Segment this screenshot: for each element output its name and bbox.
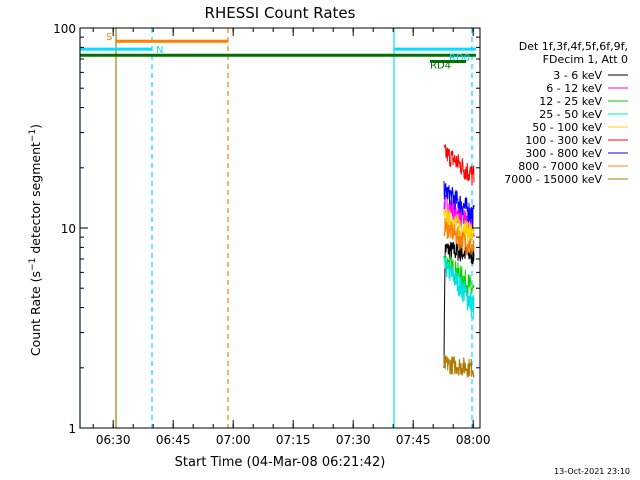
plot-axes: 06:30 06:45 07:00 07:15 07:30 07:45 08:00 1 10 10…: [53, 22, 490, 447]
legend-label-5: 100 - 300 keV: [525, 134, 602, 147]
y-tick-label-0: 1: [68, 422, 76, 436]
chart-title: RHESSI Count Rates: [205, 4, 356, 22]
series-line-5: [443, 144, 475, 186]
y-axis-label-exp2: −1: [28, 129, 38, 142]
legend-label-0: 3 - 6 keV: [553, 69, 602, 82]
series-line-8: [443, 354, 475, 378]
svg-text:Count Rate (s−1 detector segme: Count Rate (s−1 detector segment−1): [28, 124, 43, 356]
y-tick-label-2: 100: [53, 22, 76, 36]
plot-frame: [79, 27, 481, 429]
series-line-6: [443, 180, 475, 228]
legend-label-7: 800 - 7000 keV: [518, 160, 602, 173]
x-tick-label-3: 07:15: [276, 433, 311, 447]
y-axis-label-exp: −1: [28, 258, 38, 271]
y-tick-label-1: 10: [61, 222, 76, 236]
legend-label-3: 25 - 50 keV: [539, 108, 602, 121]
y-axis-label-suffix: detector segment: [28, 142, 43, 258]
data-series: [443, 144, 475, 378]
y-axis-label-close: ): [28, 124, 43, 129]
series-line-4: [443, 209, 475, 243]
y-axis-label: Count Rate (s−1 detector segment−1): [28, 124, 43, 356]
x-tick-label-5: 07:45: [396, 433, 431, 447]
state-bar-label-n: N: [156, 45, 163, 56]
x-axis-label: Start Time (04-Mar-08 06:21:42): [175, 455, 386, 470]
legend-label-8: 7000 - 15000 keV: [504, 173, 602, 186]
legend-header-decimation: FDecim 1, Att 0: [543, 53, 628, 66]
x-tick-label-2: 07:00: [216, 433, 251, 447]
legend-label-2: 12 - 25 keV: [539, 95, 602, 108]
series-line-7: [443, 218, 475, 256]
state-bar-label-rd0: RD0: [449, 53, 470, 64]
legend-label-1: 6 - 12 keV: [546, 82, 602, 95]
legend-label-4: 50 - 100 keV: [532, 121, 602, 134]
legend-header-detectors: Det 1f,3f,4f,5f,6f,9f,: [519, 40, 628, 53]
state-bar-label-s: S: [106, 32, 112, 43]
x-tick-label-0: 06:30: [96, 433, 131, 447]
vertical-markers: [79, 28, 473, 428]
state-bar-label-rd4: RD4: [430, 60, 451, 71]
timestamp-label: 13-Oct-2021 23:10: [554, 467, 630, 476]
x-tick-label-6: 08:00: [456, 433, 491, 447]
x-tick-label-4: 07:30: [336, 433, 371, 447]
x-tick-label-1: 06:45: [156, 433, 191, 447]
legend-label-6: 300 - 800 keV: [525, 147, 602, 160]
y-axis-label-prefix: Count Rate (s: [28, 271, 43, 356]
series-line-0: [443, 242, 475, 368]
series-line-3: [443, 257, 475, 320]
